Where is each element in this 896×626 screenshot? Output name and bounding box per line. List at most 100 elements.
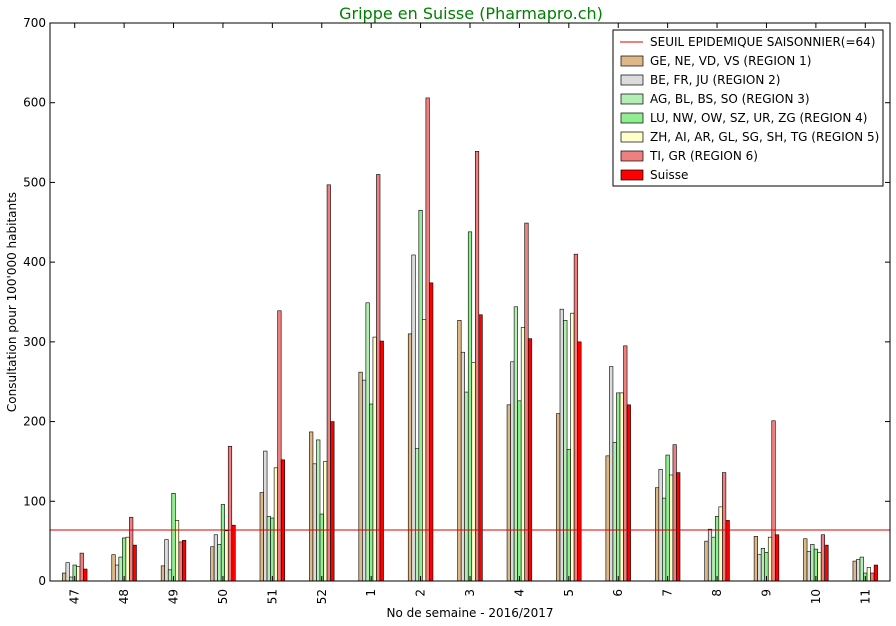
legend-label: TI, GR (REGION 6) xyxy=(649,149,758,163)
bar xyxy=(527,338,533,582)
y-tick-label: 500 xyxy=(23,175,46,189)
bar xyxy=(852,560,857,582)
bar xyxy=(319,513,324,582)
x-tick-label: 10 xyxy=(809,589,823,604)
bar xyxy=(129,516,134,582)
bar xyxy=(718,506,723,582)
bar xyxy=(570,312,575,582)
bar xyxy=(510,361,515,582)
bar xyxy=(654,487,660,582)
bar xyxy=(224,530,229,582)
bar xyxy=(626,404,631,582)
bar xyxy=(407,333,413,582)
x-tick-label: 52 xyxy=(315,589,329,604)
x-tick-label: 49 xyxy=(167,589,181,604)
bar xyxy=(171,493,176,582)
bar xyxy=(577,341,582,582)
bar xyxy=(418,210,423,582)
bar xyxy=(707,528,713,582)
bar xyxy=(609,366,614,582)
bar xyxy=(227,445,233,582)
bar xyxy=(559,308,564,582)
legend-label: BE, FR, JU (REGION 2) xyxy=(650,73,780,87)
bar xyxy=(114,564,120,582)
legend-swatch xyxy=(620,55,644,67)
x-tick-label: 8 xyxy=(710,589,724,597)
legend-swatch xyxy=(620,112,644,124)
y-tick-label: 200 xyxy=(23,415,46,429)
bar xyxy=(411,254,416,582)
bar xyxy=(817,552,822,582)
x-tick-label: 47 xyxy=(68,589,82,604)
bar xyxy=(810,544,815,582)
bar xyxy=(266,516,271,582)
bar xyxy=(425,97,430,582)
bar xyxy=(217,544,222,582)
bar xyxy=(774,534,780,582)
bar xyxy=(623,345,628,582)
bar xyxy=(517,400,522,582)
bar xyxy=(859,556,864,582)
bar xyxy=(122,537,127,582)
bar xyxy=(665,454,670,582)
bar xyxy=(806,551,811,582)
x-tick-label: 5 xyxy=(562,589,576,597)
bar xyxy=(79,552,84,582)
bar xyxy=(757,554,762,582)
bar xyxy=(820,534,826,582)
legend-label: GE, NE, VD, VS (REGION 1) xyxy=(650,54,811,68)
bar xyxy=(362,379,367,582)
legend-label: ZH, AI, AR, GL, SG, SH, TG (REGION 5) xyxy=(650,130,879,144)
bar xyxy=(524,222,529,582)
y-tick-label: 0 xyxy=(38,574,46,588)
x-tick-label: 6 xyxy=(611,589,625,597)
legend-label: AG, BL, BS, SO (REGION 3) xyxy=(650,92,810,106)
bar xyxy=(767,536,773,582)
legend-box xyxy=(612,29,884,187)
bar xyxy=(414,448,420,582)
bar xyxy=(616,392,621,582)
bar xyxy=(178,541,183,582)
bar xyxy=(270,517,275,582)
bar xyxy=(460,351,466,582)
legend-swatch xyxy=(620,150,644,162)
legend-swatch xyxy=(620,169,644,181)
bar xyxy=(669,474,674,582)
bar xyxy=(164,539,169,582)
bar xyxy=(182,540,187,582)
bar xyxy=(771,420,776,582)
bar xyxy=(220,504,226,582)
bar xyxy=(873,564,878,582)
bar xyxy=(326,184,331,582)
bar xyxy=(277,310,282,582)
bar xyxy=(118,556,123,582)
bar xyxy=(62,572,67,582)
bar xyxy=(76,566,81,582)
bar xyxy=(704,540,709,582)
chart-title: Grippe en Suisse (Pharmapro.ch) xyxy=(339,4,603,23)
y-axis-label: Consultation pour 100'000 habitants xyxy=(5,192,19,412)
bar xyxy=(263,450,268,582)
bar xyxy=(520,327,526,582)
x-tick-label: 2 xyxy=(414,589,428,597)
bar xyxy=(760,548,766,582)
bar xyxy=(429,282,434,582)
bar xyxy=(358,371,363,582)
plot-area: 0 100 200 300 400 500 600 700 47 48 49 50 51 52 1 2 3 4 5 6… xyxy=(23,16,890,604)
bar xyxy=(65,562,70,582)
legend-label-threshold: SEUIL EPIDEMIQUE SAISONNIER(=64) xyxy=(650,35,875,49)
legend-swatch xyxy=(620,74,644,86)
bar xyxy=(309,431,314,582)
legend-label: Suisse xyxy=(650,168,688,182)
bar xyxy=(376,174,381,582)
bar xyxy=(167,569,173,582)
y-tick-label: 300 xyxy=(23,335,46,349)
bar xyxy=(866,567,871,582)
bar xyxy=(280,459,286,582)
bar xyxy=(714,516,720,582)
bar xyxy=(672,444,677,582)
plot-frame xyxy=(49,22,891,582)
bar xyxy=(132,544,137,582)
bar xyxy=(372,336,377,582)
